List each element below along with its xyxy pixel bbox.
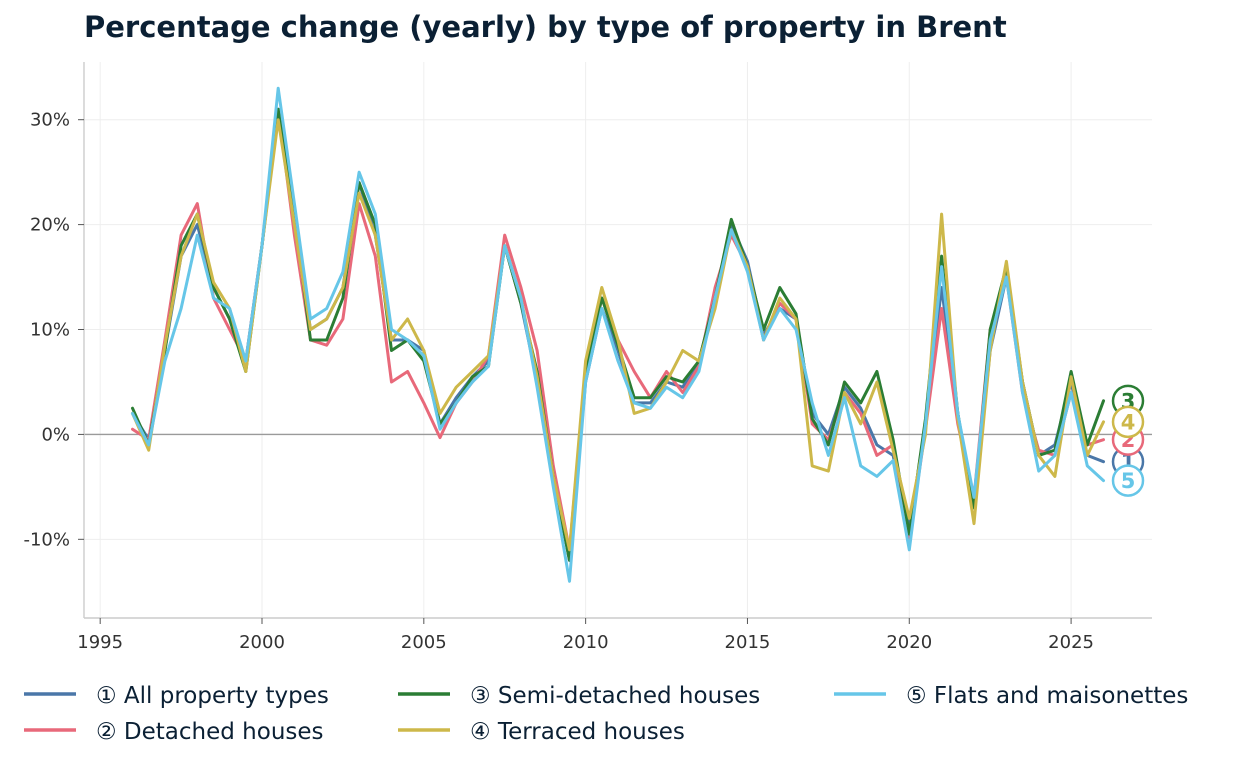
end-marker-number: 5 bbox=[1121, 469, 1136, 493]
legend-item-4: ④ Terraced houses bbox=[398, 719, 685, 745]
legend-label: ⑤ Flats and maisonettes bbox=[906, 683, 1188, 709]
y-tick-label: -10% bbox=[23, 529, 70, 550]
series-lines bbox=[131, 86, 1105, 583]
legend-item-1: ① All property types bbox=[24, 683, 329, 709]
end-marker-4: 4 bbox=[1111, 405, 1145, 439]
x-tick-label: 2020 bbox=[886, 632, 932, 653]
series-line-5 bbox=[131, 86, 1105, 583]
legend-item-2: ② Detached houses bbox=[24, 719, 324, 745]
legend-label: ① All property types bbox=[96, 683, 329, 709]
y-tick-label: 0% bbox=[41, 424, 70, 445]
series-line-1 bbox=[131, 107, 1105, 562]
x-tick-label: 2025 bbox=[1048, 632, 1094, 653]
y-tick-label: 20% bbox=[30, 215, 70, 236]
end-marker-circle bbox=[1111, 405, 1145, 439]
x-tick-label: 2005 bbox=[401, 632, 447, 653]
end-marker-number: 4 bbox=[1121, 410, 1136, 434]
legend-label: ③ Semi-detached houses bbox=[470, 683, 760, 709]
axes: 1995 2000 2005 2010 2015 2020 2025 -10% 0% 10% 20%… bbox=[23, 62, 1152, 653]
x-tick-label: 2010 bbox=[563, 632, 609, 653]
grid bbox=[84, 62, 1152, 618]
series-line-3 bbox=[131, 107, 1105, 562]
legend-label: ② Detached houses bbox=[96, 719, 324, 745]
series-line-4 bbox=[131, 118, 1105, 552]
legend: ① All property types ② Detached houses ③ S… bbox=[24, 683, 1188, 745]
legend-item-3: ③ Semi-detached houses bbox=[398, 683, 760, 709]
legend-label: ④ Terraced houses bbox=[470, 719, 685, 745]
y-tick-label: 10% bbox=[30, 320, 70, 341]
chart-title: Percentage change (yearly) by type of pr… bbox=[84, 10, 1007, 44]
legend-item-5: ⑤ Flats and maisonettes bbox=[834, 683, 1188, 709]
end-marker-circle bbox=[1111, 464, 1145, 497]
end-marker-5: 5 bbox=[1111, 464, 1145, 497]
x-tick-label: 2015 bbox=[725, 632, 771, 653]
y-tick-label: 30% bbox=[30, 110, 70, 131]
x-tick-label: 2000 bbox=[239, 632, 285, 653]
x-tick-label: 1995 bbox=[77, 632, 123, 653]
